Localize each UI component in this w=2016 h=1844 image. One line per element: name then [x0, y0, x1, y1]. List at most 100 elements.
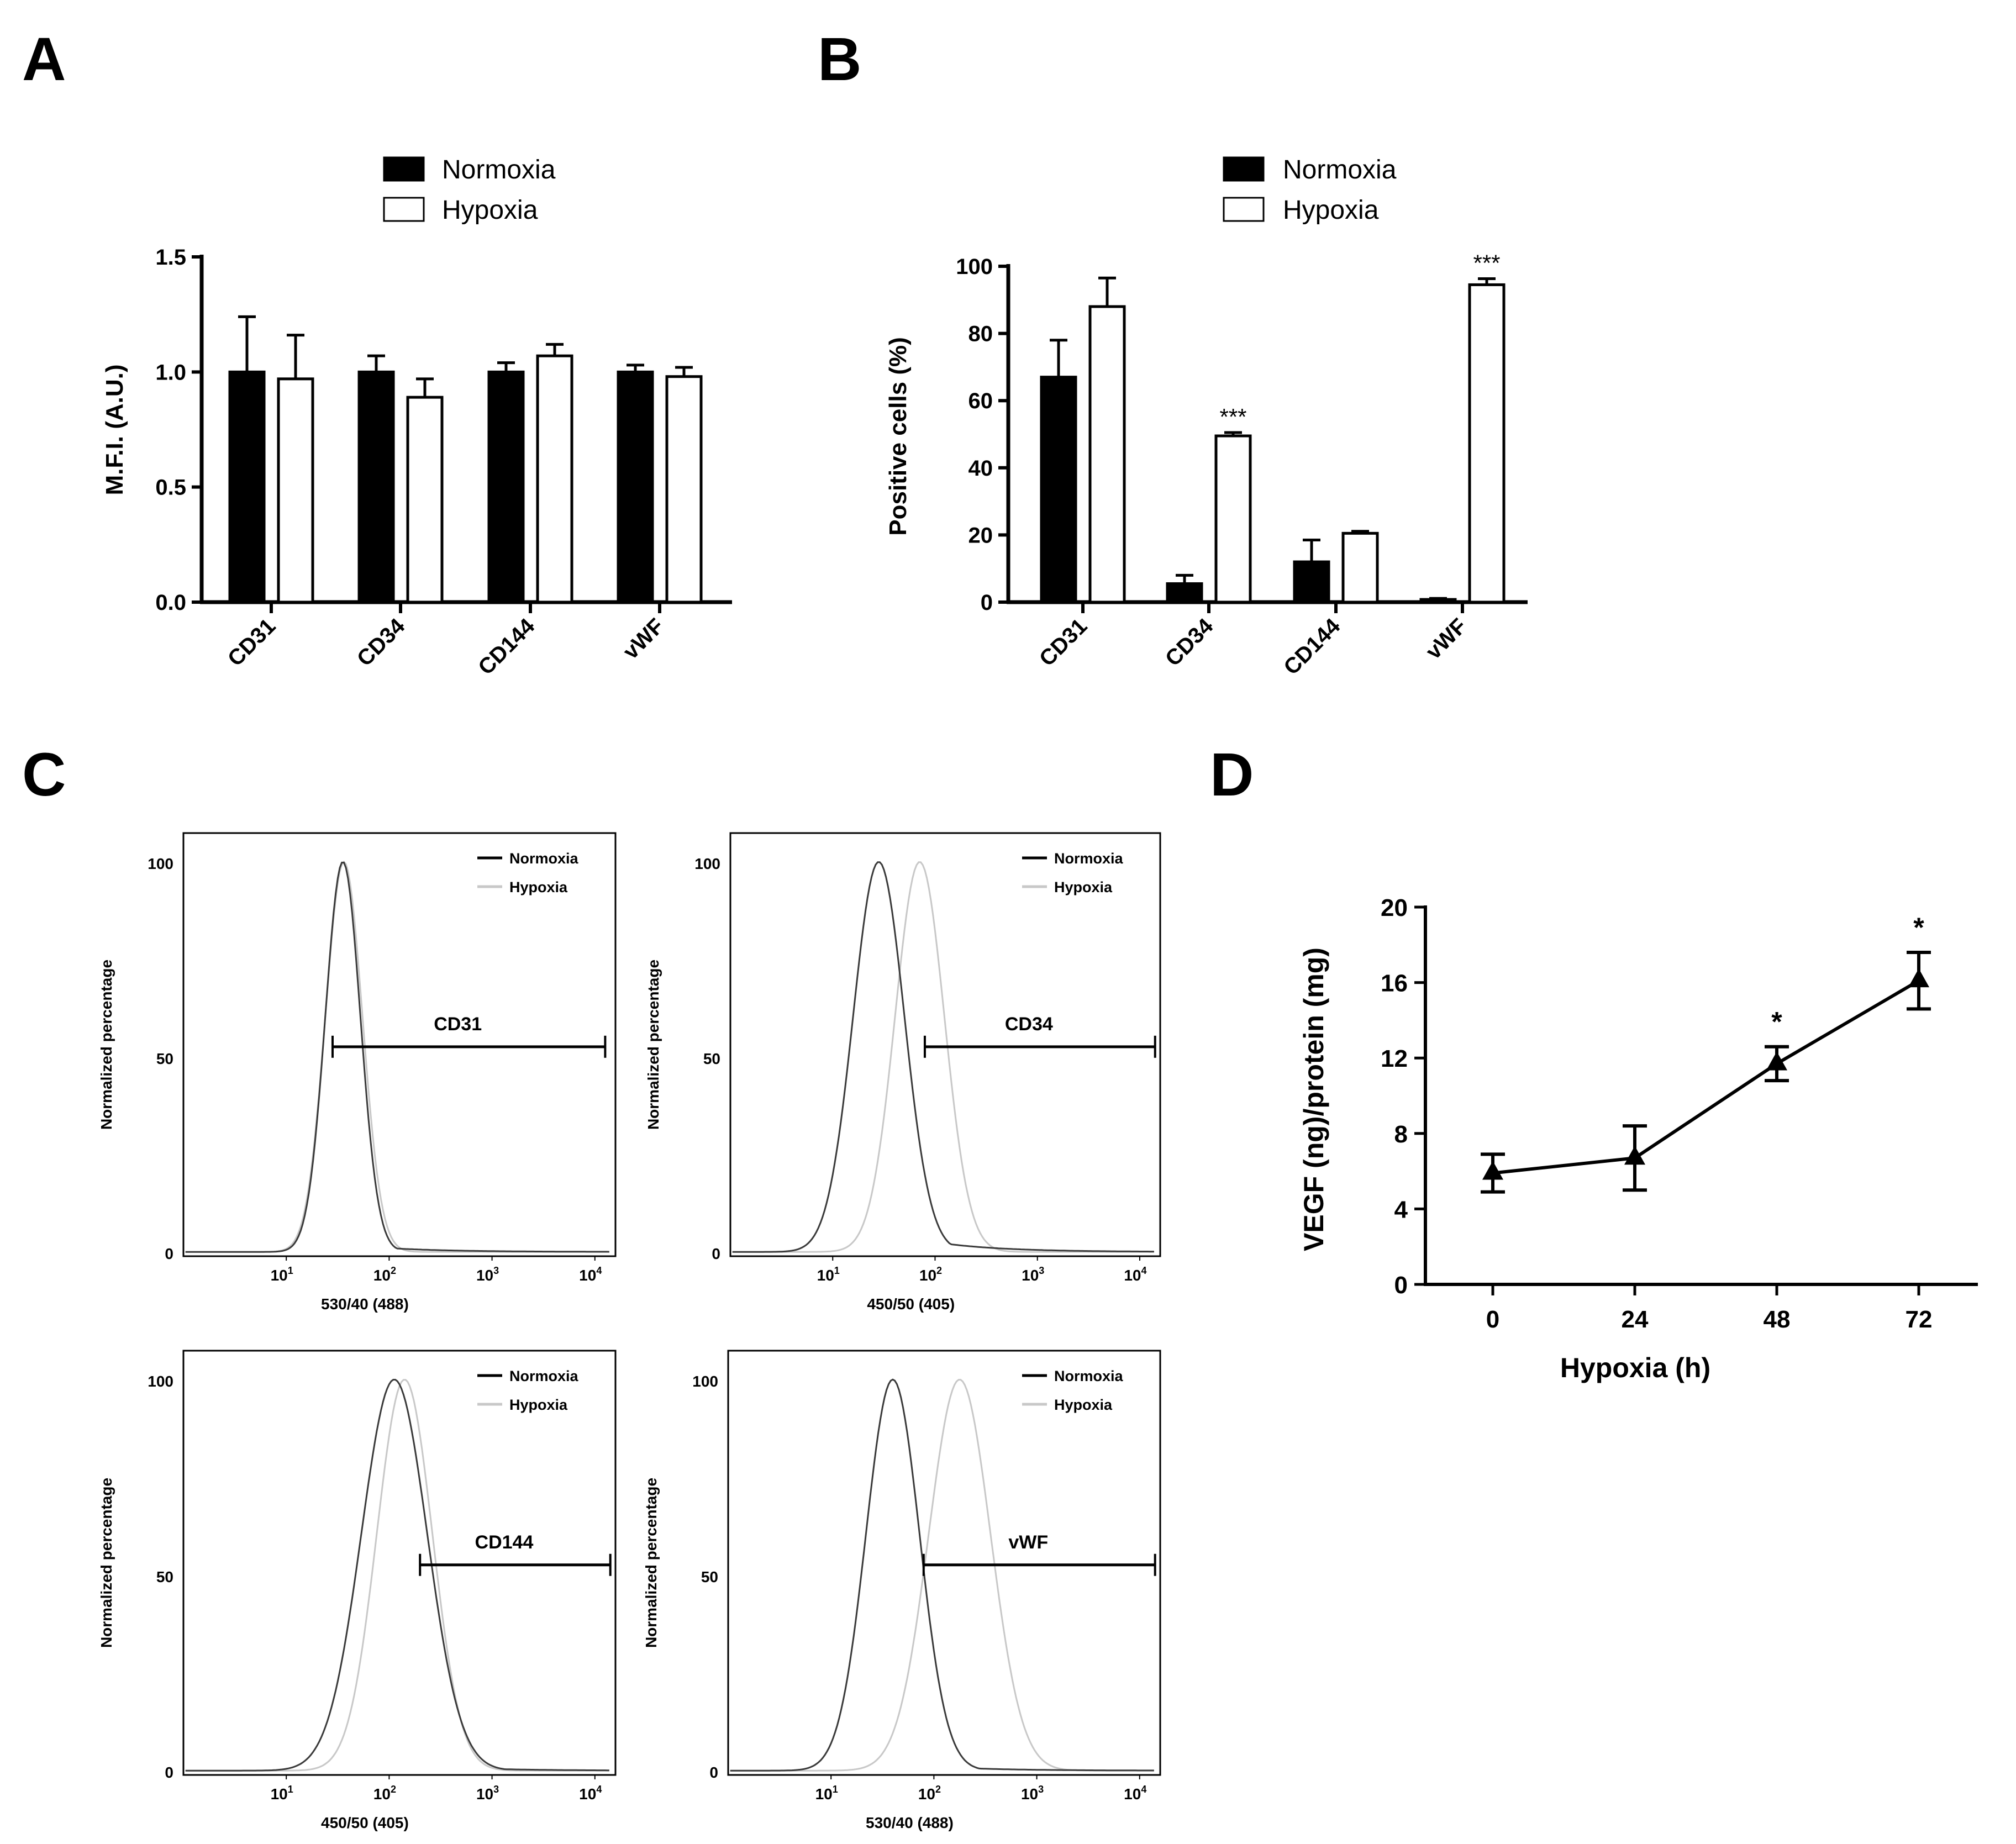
- histogram-y-axis-title: Normalized percentage: [645, 960, 662, 1130]
- histogram-x-tick-label: 101: [815, 1784, 838, 1803]
- histogram-cd31: 0 50 100 101 102 103 104 530/40 (488) Normalized…: [98, 832, 617, 1313]
- histogram-x-axis-title: 530/40 (488): [866, 1814, 954, 1831]
- chart-d-y-tick-label: 20: [1381, 894, 1408, 921]
- hypoxia-curve: [730, 1379, 1154, 1772]
- panel-label-d: D: [1210, 741, 1254, 809]
- chart-d-significance-marker: *: [1771, 1007, 1782, 1037]
- histogram-y-tick-label: 0: [709, 1764, 718, 1781]
- gate-label: CD31: [434, 1014, 482, 1035]
- chart-b-bar-normoxia-cd31: [1040, 376, 1077, 604]
- gate-label: vWF: [1008, 1532, 1048, 1553]
- chart-a-category-label: CD34: [352, 614, 410, 671]
- histogram-y-tick-label: 50: [703, 1050, 720, 1067]
- normoxia-curve: [185, 861, 609, 1253]
- legend-label-normoxia: Normoxia: [509, 850, 579, 867]
- chart-b-y-tick-label: 100: [956, 255, 993, 279]
- legend-swatch-hypoxia: [1223, 197, 1265, 222]
- histogram-y-tick-label: 100: [148, 855, 173, 872]
- legend-swatch-normoxia: [1223, 156, 1265, 182]
- chart-b-bar: Normoxia Hypoxia Positive cells (%) 0 20 4…: [885, 155, 1528, 679]
- normoxia-curve: [730, 1378, 1154, 1772]
- legend-label-normoxia: Normoxia: [1283, 155, 1397, 185]
- chart-a-bar-normoxia-vwf: [617, 370, 654, 604]
- chart-b-bar-normoxia-cd34: [1166, 582, 1203, 604]
- chart-c-histograms: 0 50 100 101 102 103 104 530/40 (488) Normalized…: [98, 832, 1161, 1831]
- chart-b-legend: Normoxia Hypoxia: [1223, 155, 1397, 225]
- chart-b-y-tick-label: 80: [968, 322, 993, 346]
- gate-label: CD144: [475, 1532, 534, 1553]
- chart-a-y-axis-title: M.F.I. (A.U.): [101, 364, 128, 495]
- histogram-x-tick-label: 103: [1022, 1265, 1044, 1284]
- histogram-x-tick-label: 104: [1124, 1784, 1146, 1803]
- chart-b-bar-hypoxia-vwf: [1468, 283, 1506, 604]
- histogram-x-tick-label: 101: [817, 1265, 840, 1284]
- histogram-x-tick-label: 104: [1124, 1265, 1146, 1284]
- chart-b-y-tick-label: 40: [968, 456, 993, 481]
- chart-d-line: VEGF (ng)/protein (mg) Hypoxia (h) 04812…: [1298, 894, 1978, 1383]
- chart-b-category-label: CD31: [1035, 614, 1092, 671]
- chart-b-bar-normoxia-cd144: [1293, 560, 1330, 604]
- gate-label: CD34: [1005, 1014, 1053, 1035]
- histogram-x-tick-label: 101: [271, 1265, 293, 1284]
- legend-label-hypoxia: Hypoxia: [509, 1397, 568, 1413]
- chart-b-bar-hypoxia-cd144: [1341, 531, 1379, 604]
- chart-d-point-marker: [1624, 1146, 1645, 1165]
- chart-d-y-tick-label: 16: [1381, 970, 1408, 997]
- histogram-x-tick-label: 102: [919, 1265, 942, 1284]
- normoxia-curve: [732, 861, 1154, 1253]
- chart-a-bar-normoxia-cd144: [487, 370, 525, 604]
- histogram-y-tick-label: 0: [165, 1245, 173, 1262]
- chart-a-y-tick-label: 0.5: [155, 476, 186, 500]
- chart-b-significance-marker: ***: [1219, 404, 1246, 430]
- chart-a-bar-hypoxia-cd144: [536, 354, 573, 604]
- legend-label-hypoxia: Hypoxia: [1054, 1397, 1113, 1413]
- chart-b-category-label: CD144: [1279, 614, 1345, 680]
- chart-b-y-tick-label: 20: [968, 523, 993, 547]
- chart-a-category-label: CD31: [223, 614, 280, 671]
- chart-d-series-line: [1492, 979, 1920, 1175]
- chart-d-y-axis-title: VEGF (ng)/protein (mg): [1298, 947, 1329, 1251]
- chart-d-x-tick-label: 0: [1486, 1306, 1499, 1333]
- chart-d-x-tick-label: 24: [1622, 1306, 1649, 1333]
- histogram-x-tick-label: 104: [579, 1265, 602, 1284]
- histogram-x-tick-label: 102: [918, 1784, 941, 1803]
- histogram-frame: [727, 1350, 1161, 1776]
- chart-d-y-tick-label: 0: [1394, 1272, 1408, 1299]
- histogram-y-axis-title: Normalized percentage: [98, 1478, 115, 1648]
- histogram-y-tick-label: 0: [165, 1764, 173, 1781]
- chart-b-significance-marker: ***: [1473, 250, 1500, 276]
- chart-d-point-marker: [1766, 1051, 1787, 1071]
- legend-label-normoxia: Normoxia: [442, 155, 556, 185]
- normoxia-curve: [185, 1379, 609, 1772]
- chart-a-y-tick-label: 1.5: [155, 245, 186, 270]
- chart-d-y-tick-label: 4: [1394, 1196, 1408, 1223]
- chart-a-category-label: vWF: [619, 614, 669, 664]
- histogram-y-tick-label: 50: [701, 1568, 718, 1585]
- chart-a-y-tick-label: 0.0: [155, 591, 186, 615]
- histogram-x-axis-title: 530/40 (488): [321, 1295, 409, 1313]
- legend-swatch-hypoxia: [383, 197, 425, 222]
- histogram-x-axis-title: 450/50 (405): [867, 1295, 955, 1313]
- legend-label-hypoxia: Hypoxia: [1054, 879, 1113, 895]
- hypoxia-curve: [732, 861, 1154, 1253]
- chart-d-point-marker: [1908, 968, 1929, 988]
- hypoxia-curve: [185, 1379, 609, 1772]
- chart-b-y-tick-label: 60: [968, 389, 993, 413]
- chart-a-bar-normoxia-cd31: [228, 370, 266, 604]
- histogram-y-tick-label: 100: [148, 1373, 173, 1390]
- histogram-x-tick-label: 103: [476, 1784, 499, 1803]
- chart-d-x-tick-label: 72: [1906, 1306, 1933, 1333]
- chart-b-bar-hypoxia-cd31: [1088, 305, 1126, 604]
- chart-d-x-axis-title: Hypoxia (h): [1560, 1352, 1710, 1383]
- chart-a-bar-hypoxia-cd31: [277, 377, 314, 604]
- histogram-y-tick-label: 50: [156, 1568, 173, 1585]
- legend-label-normoxia: Normoxia: [509, 1368, 579, 1384]
- histogram-cd144: 0 50 100 101 102 103 104 450/50 (405) Normalized…: [98, 1350, 617, 1831]
- legend-label-normoxia: Normoxia: [1054, 1368, 1124, 1384]
- legend-label-hypoxia: Hypoxia: [509, 879, 568, 895]
- legend-label-hypoxia: Hypoxia: [442, 196, 538, 225]
- histogram-x-tick-label: 102: [373, 1265, 396, 1284]
- chart-b-y-tick-label: 0: [981, 591, 993, 615]
- histogram-frame: [182, 832, 617, 1257]
